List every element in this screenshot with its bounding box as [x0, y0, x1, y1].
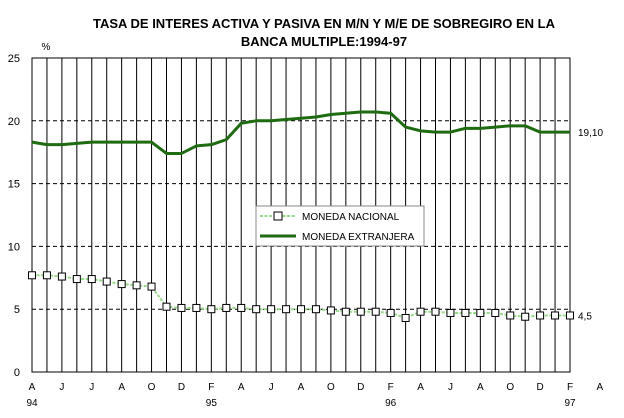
data-point-moneda-nacional [446, 308, 455, 317]
data-point-moneda-nacional [326, 306, 335, 315]
series-line-moneda-extranjera [31, 110, 570, 155]
x-tick-label: A [597, 382, 604, 393]
x-tick-label: F [567, 382, 573, 393]
y-tick-label: 25 [8, 53, 20, 65]
x-year-label: 96 [385, 398, 397, 409]
x-tick-label: O [506, 382, 514, 393]
data-point-moneda-nacional [162, 302, 171, 311]
x-tick-label: D [357, 382, 364, 393]
x-year-label: 97 [564, 398, 576, 409]
x-tick-label: J [89, 382, 94, 393]
x-tick-label: A [238, 382, 245, 393]
x-tick-label: D [178, 382, 185, 393]
data-point-moneda-nacional [282, 305, 291, 314]
data-point-moneda-nacional [341, 307, 350, 316]
series-layer [28, 110, 574, 322]
y-tick-label: 0 [14, 367, 20, 379]
data-point-moneda-nacional [267, 305, 276, 314]
data-point-moneda-nacional [132, 281, 141, 290]
data-point-moneda-nacional [551, 311, 560, 320]
x-tick-label: A [417, 382, 424, 393]
x-tick-label: J [448, 382, 453, 393]
data-point-moneda-nacional [416, 307, 425, 316]
data-point-moneda-nacional [72, 275, 81, 284]
data-point-moneda-nacional [311, 305, 320, 314]
data-point-moneda-nacional [491, 308, 500, 317]
legend-label-moneda-extranjera: MONEDA EXTRANJERA [302, 232, 415, 243]
data-point-moneda-nacional [401, 313, 410, 322]
data-point-moneda-nacional [117, 280, 126, 289]
data-point-moneda-nacional [297, 305, 305, 314]
legend-marker-moneda-nacional [273, 211, 283, 221]
y-tick-label: 20 [8, 116, 20, 128]
x-tick-label: A [118, 382, 125, 393]
data-point-moneda-nacional [57, 272, 66, 281]
data-point-moneda-nacional [42, 271, 51, 280]
chart-title-line2: BANCA MULTIPLE:1994-97 [241, 34, 407, 49]
data-point-moneda-nacional [506, 311, 515, 320]
x-tick-label: J [269, 382, 274, 393]
data-point-moneda-nacional [356, 307, 365, 316]
x-tick-label: A [477, 382, 484, 393]
x-tick-label: F [388, 382, 394, 393]
x-year-label: 94 [26, 398, 38, 409]
data-point-moneda-nacional [461, 308, 470, 317]
data-point-moneda-nacional [192, 303, 201, 312]
data-point-moneda-nacional [386, 308, 395, 317]
x-tick-label: O [327, 382, 335, 393]
data-point-moneda-nacional [371, 307, 380, 316]
data-point-moneda-nacional [476, 308, 485, 317]
x-tick-label: D [536, 382, 543, 393]
y-tick-label: 15 [8, 179, 20, 191]
y-unit-label: % [42, 42, 51, 53]
axis-labels: 0 5 10 15 20 25 A J J A O D F A J A O D F A J A O D F A 94 95 96 97 [8, 53, 604, 409]
data-point-moneda-nacional [87, 275, 96, 284]
x-tick-label: A [29, 382, 36, 393]
data-point-moneda-nacional [207, 305, 216, 314]
end-label-moneda-extranjera: 19,10 [578, 128, 603, 139]
data-point-moneda-nacional [252, 305, 261, 314]
data-point-moneda-nacional [566, 311, 574, 320]
data-point-moneda-nacional [147, 282, 156, 291]
data-point-moneda-nacional [237, 303, 246, 312]
x-tick-label: O [148, 382, 156, 393]
x-year-label: 95 [206, 398, 218, 409]
end-labels: 19,10 4,5 [578, 128, 603, 322]
data-point-moneda-nacional [431, 307, 440, 316]
legend-label-moneda-nacional: MONEDA NACIONAL [302, 212, 400, 223]
data-point-moneda-nacional [521, 312, 530, 321]
end-label-moneda-nacional: 4,5 [578, 311, 592, 322]
legend-box [255, 205, 425, 247]
data-point-moneda-nacional [177, 303, 186, 312]
chart-title-line1: TASA DE INTERES ACTIVA Y PASIVA EN M/N Y… [93, 16, 556, 31]
plot-frame [31, 57, 571, 373]
data-point-moneda-nacional [102, 277, 111, 286]
y-tick-label: 10 [8, 241, 20, 253]
data-point-moneda-nacional [536, 311, 545, 320]
x-tick-label: F [208, 382, 214, 393]
y-tick-label: 5 [14, 304, 20, 316]
data-point-moneda-nacional [28, 271, 36, 280]
x-tick-label: A [298, 382, 305, 393]
data-point-moneda-nacional [222, 303, 231, 312]
legend: MONEDA NACIONAL MONEDA EXTRANJERA [255, 205, 425, 247]
x-tick-label: J [59, 382, 64, 393]
